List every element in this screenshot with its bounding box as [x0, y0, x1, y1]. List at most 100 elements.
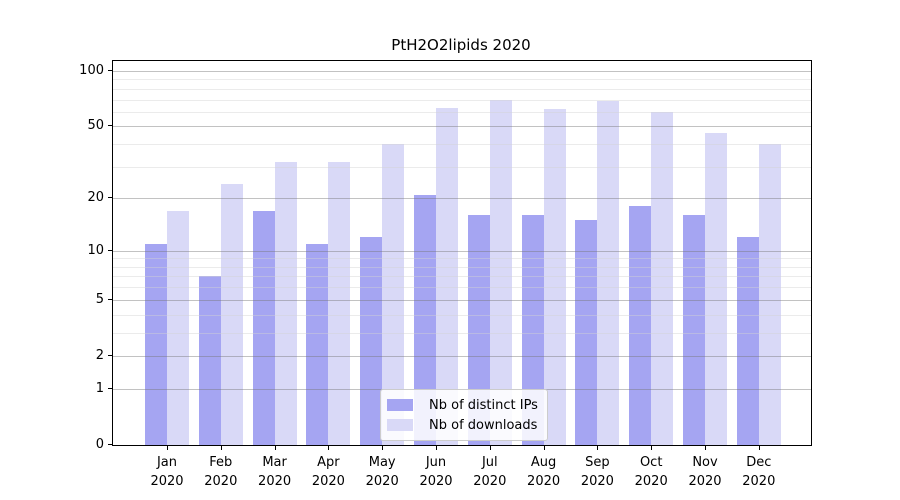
- major-gridline: [113, 250, 811, 252]
- minor-gridline: [113, 287, 811, 289]
- x-tick-label: Apr 2020: [288, 453, 368, 491]
- x-tick-mark: [220, 446, 222, 450]
- major-gridline: [113, 71, 811, 72]
- x-tick-year: 2020: [473, 474, 507, 489]
- x-tick-mark: [436, 446, 437, 450]
- x-tick-mark: [489, 446, 491, 450]
- y-tick-mark: [108, 249, 112, 251]
- y-tick-label: 1: [95, 380, 104, 396]
- y-tick-label: 0: [95, 437, 104, 452]
- x-tick-label: Oct 2020: [611, 453, 691, 491]
- bar-downloads: [167, 210, 189, 445]
- minor-gridline: [113, 144, 811, 146]
- x-tick-month: Sep: [585, 455, 610, 470]
- minor-gridline: [113, 266, 811, 268]
- x-tick-year: 2020: [527, 474, 561, 489]
- x-tick-mark: [758, 446, 760, 450]
- bar-distinct-ips: [736, 237, 759, 445]
- x-tick-year: 2020: [580, 474, 614, 489]
- bar-distinct-ips: [306, 243, 329, 445]
- bar-distinct-ips: [145, 243, 167, 445]
- x-tick-year: 2020: [365, 474, 399, 489]
- legend-entry-downloads: Nb of downloads: [387, 416, 538, 434]
- y-tick-label: 100: [79, 63, 104, 78]
- bar-distinct-ips: [414, 194, 436, 445]
- x-tick-label: Jul 2020: [450, 453, 530, 491]
- x-tick-mark: [597, 446, 599, 450]
- minor-gridline: [113, 111, 811, 113]
- y-tick-mark: [108, 354, 112, 356]
- legend-entry-distinct-ips: Nb of distinct IPs: [387, 396, 538, 414]
- bar-downloads: [328, 161, 351, 445]
- x-tick-label: Feb 2020: [181, 453, 261, 491]
- legend: Nb of distinct IPs Nb of downloads: [380, 389, 548, 441]
- x-tick-month: Jan: [156, 455, 178, 470]
- x-tick-month: Jun: [425, 455, 447, 470]
- bar-downloads: [220, 184, 243, 445]
- x-tick-month: Oct: [639, 455, 663, 470]
- y-tick-mark: [108, 387, 112, 389]
- x-tick-year: 2020: [742, 474, 776, 489]
- minor-gridline: [113, 332, 811, 334]
- x-tick-month: Apr: [317, 455, 340, 470]
- minor-gridline: [113, 258, 811, 260]
- bar-distinct-ips: [683, 215, 705, 445]
- bar-distinct-ips: [575, 220, 598, 445]
- y-tick-label: 20: [87, 190, 104, 206]
- bar-downloads: [274, 161, 297, 445]
- x-tick-year: 2020: [258, 474, 292, 489]
- x-tick-year: 2020: [419, 474, 453, 489]
- bar-downloads: [436, 107, 458, 445]
- x-tick-month: Mar: [262, 455, 287, 470]
- bar-downloads: [489, 99, 512, 445]
- x-tick-label: Dec 2020: [719, 453, 799, 491]
- legend-swatch-distinct-ips: [387, 399, 413, 411]
- major-gridline: [113, 198, 811, 200]
- bar-distinct-ips: [467, 215, 490, 445]
- x-tick-label: Jan 2020: [127, 453, 207, 491]
- bar-distinct-ips: [198, 276, 221, 445]
- x-tick-label: Mar 2020: [235, 453, 315, 491]
- x-tick-year: 2020: [688, 474, 722, 489]
- x-tick-label: Sep 2020: [557, 453, 637, 491]
- x-tick-mark: [382, 446, 384, 450]
- y-tick-mark: [108, 125, 112, 127]
- x-tick-month: Dec: [746, 455, 772, 470]
- bar-downloads: [651, 111, 674, 445]
- x-tick-mark: [274, 446, 276, 450]
- y-tick-mark: [108, 444, 112, 445]
- plot-area: Nb of distinct IPs Nb of downloads: [112, 60, 812, 446]
- y-tick-mark: [108, 298, 112, 300]
- x-tick-month: Feb: [209, 455, 233, 470]
- x-tick-mark: [705, 446, 706, 450]
- y-tick-mark: [108, 70, 112, 71]
- x-tick-month: May: [368, 455, 396, 470]
- bar-distinct-ips: [521, 215, 544, 445]
- y-tick-label: 50: [87, 118, 104, 134]
- x-tick-mark: [651, 446, 653, 450]
- bar-distinct-ips: [360, 237, 383, 445]
- x-tick-label: Nov 2020: [665, 453, 745, 491]
- bar-downloads: [705, 132, 727, 445]
- minor-gridline: [113, 276, 811, 278]
- x-tick-month: Nov: [692, 455, 718, 470]
- x-tick-month: Aug: [530, 455, 557, 470]
- x-tick-year: 2020: [204, 474, 238, 489]
- legend-swatch-downloads: [387, 419, 413, 431]
- minor-gridline: [113, 79, 811, 81]
- minor-gridline: [113, 88, 811, 90]
- x-tick-mark: [543, 446, 545, 450]
- bar-distinct-ips: [629, 206, 652, 445]
- x-tick-mark: [167, 446, 168, 450]
- y-tick-mark: [108, 197, 112, 199]
- y-tick-label: 2: [95, 347, 104, 363]
- bar-downloads: [543, 109, 566, 445]
- legend-label-downloads: Nb of downloads: [429, 417, 538, 433]
- x-tick-year: 2020: [311, 474, 345, 489]
- x-tick-label: Aug 2020: [504, 453, 584, 491]
- y-tick-label: 5: [95, 291, 104, 307]
- chart-title: PtH2O2lipids 2020: [391, 36, 531, 54]
- x-tick-year: 2020: [634, 474, 668, 489]
- x-tick-mark: [328, 446, 330, 450]
